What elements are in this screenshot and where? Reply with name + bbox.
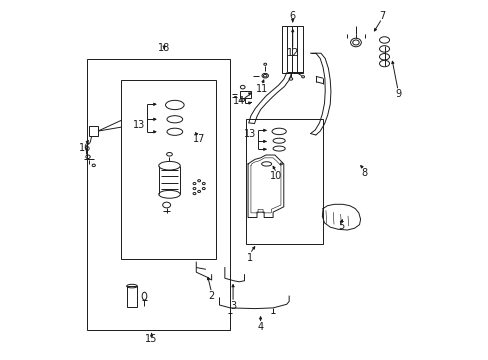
Text: 12: 12 [286,48,298,58]
Text: 13: 13 [133,120,145,130]
Text: 10: 10 [269,171,282,181]
Text: 17: 17 [192,134,204,144]
Bar [240,91,250,98]
Text: 18: 18 [158,43,170,53]
Text: 1: 1 [246,253,252,263]
Text: 13: 13 [243,129,255,139]
Text: 5: 5 [337,221,344,231]
Bar [87,59,230,330]
Text: 15: 15 [145,334,158,344]
Bar [282,26,303,73]
Bar [126,286,137,307]
Text: 14: 14 [233,96,245,107]
Text: 4: 4 [257,322,263,332]
Text: 9: 9 [394,89,400,99]
Bar [121,80,216,258]
Text: 2: 2 [208,291,214,301]
Text: 3: 3 [229,301,236,311]
Text: 16: 16 [79,143,91,153]
Bar [246,119,323,244]
Text: 8: 8 [360,168,366,178]
Bar [89,126,98,136]
Text: 11: 11 [255,84,267,94]
Text: 7: 7 [378,11,385,21]
Text: 6: 6 [289,11,295,21]
